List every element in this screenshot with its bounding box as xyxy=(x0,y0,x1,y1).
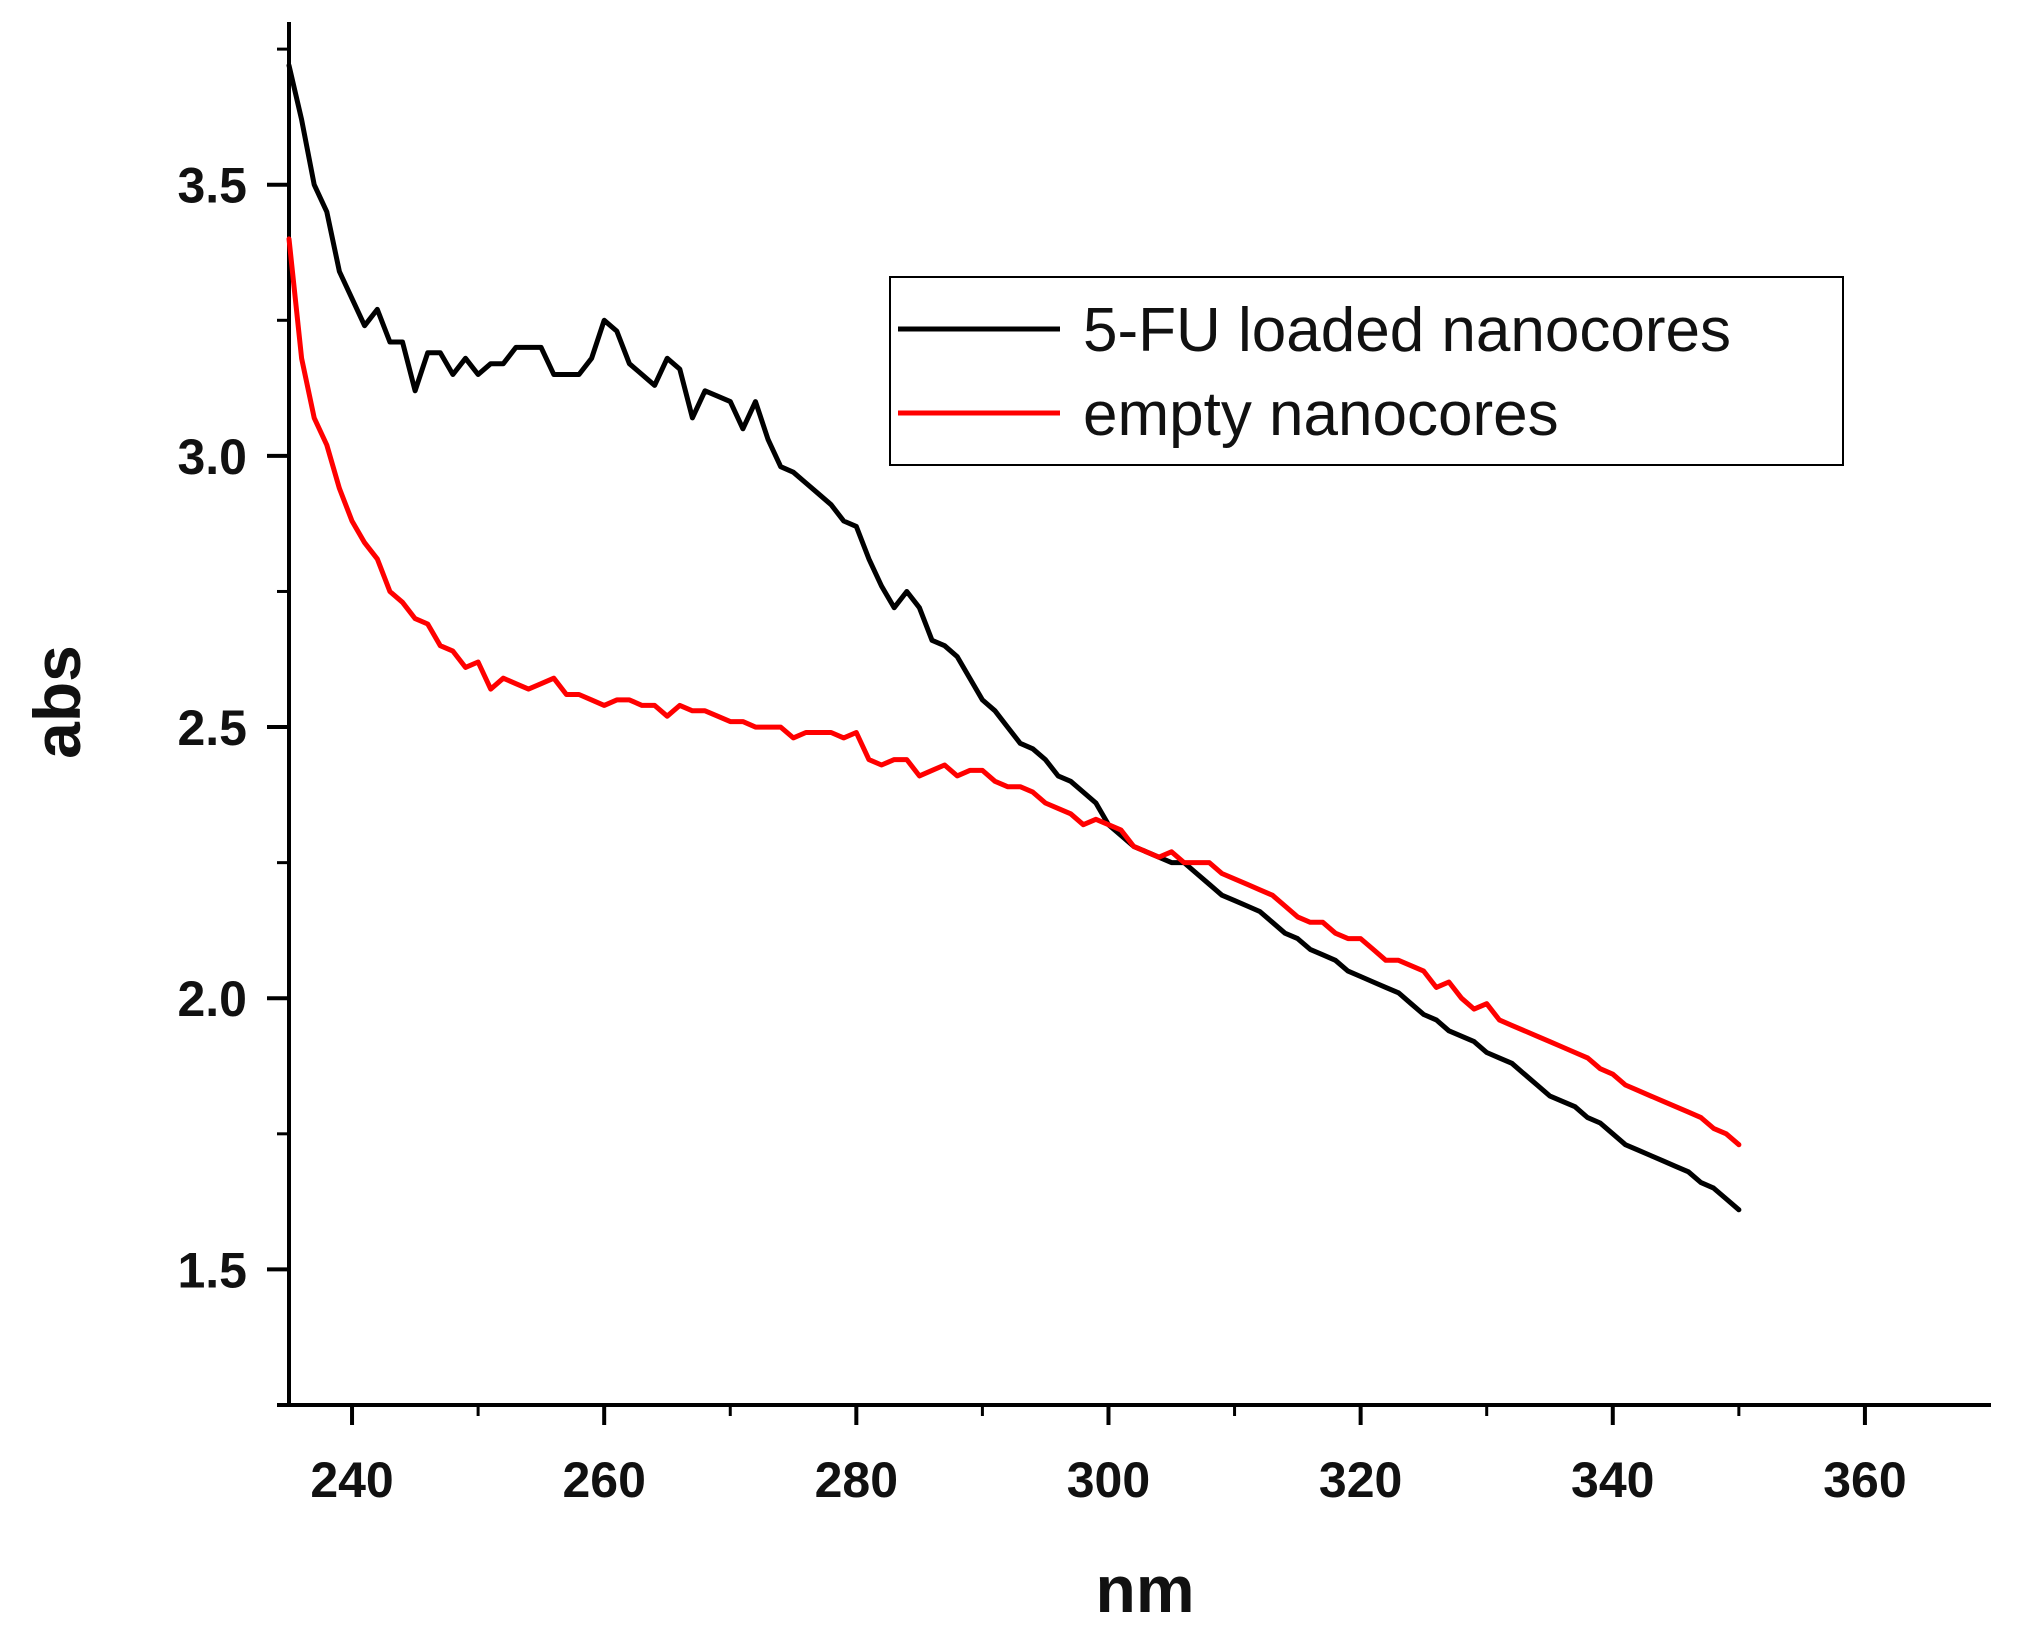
x-tick-label: 240 xyxy=(310,1452,393,1508)
x-tick-label: 300 xyxy=(1067,1452,1150,1508)
x-tick-label: 340 xyxy=(1571,1452,1654,1508)
series-line-empty xyxy=(286,236,1742,1148)
x-tick-label: 280 xyxy=(815,1452,898,1508)
x-axis-title: nm xyxy=(1096,1552,1195,1626)
y-axis-title: abs xyxy=(20,645,94,759)
legend-label-5fu-loaded: 5-FU loaded nanocores xyxy=(1083,296,1731,365)
y-tick-label: 2.0 xyxy=(177,971,247,1027)
x-tick-label: 360 xyxy=(1823,1452,1906,1508)
x-tick-label: 260 xyxy=(562,1452,645,1508)
series-lines xyxy=(286,62,1742,1213)
y-tick-label: 3.0 xyxy=(177,429,247,485)
y-tick-label: 1.5 xyxy=(177,1242,247,1298)
series-line-5fu-loaded xyxy=(286,62,1742,1213)
x-tick-label: 320 xyxy=(1319,1452,1402,1508)
legend-label-empty: empty nanocores xyxy=(1083,380,1559,449)
legend-box xyxy=(889,276,1844,466)
legend: 5-FU loaded nanocores empty nanocores xyxy=(889,276,1844,466)
y-axis-ticks: 1.5 2.0 2.5 3.0 3.5 xyxy=(177,47,289,1407)
y-tick-label: 2.5 xyxy=(177,700,247,756)
y-tick-label: 3.5 xyxy=(177,158,247,214)
x-axis-ticks: 240 260 280 300 320 340 360 xyxy=(310,1405,1907,1508)
